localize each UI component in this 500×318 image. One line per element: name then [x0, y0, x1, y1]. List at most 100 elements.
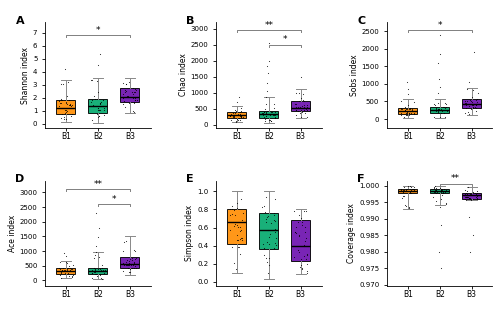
Point: [461, 191, 469, 196]
Point: [432, 106, 440, 111]
Point: [410, 112, 418, 117]
Point: [232, 108, 240, 114]
Point: [95, 255, 103, 260]
Point: [438, 108, 446, 114]
Point: [464, 185, 472, 190]
Point: [94, 63, 102, 68]
Point: [96, 101, 104, 107]
Point: [262, 114, 270, 119]
Point: [462, 101, 470, 106]
Point: [267, 220, 275, 225]
Point: [437, 187, 445, 192]
Point: [268, 109, 276, 114]
Point: [438, 190, 446, 195]
Point: [258, 110, 266, 115]
Point: [232, 119, 239, 124]
Point: [128, 90, 136, 95]
Point: [68, 266, 76, 272]
Point: [472, 102, 480, 107]
Point: [238, 228, 246, 233]
Point: [61, 271, 69, 276]
Point: [98, 263, 106, 268]
Point: [100, 269, 108, 274]
Point: [90, 102, 98, 107]
Point: [130, 85, 138, 90]
Point: [434, 100, 442, 105]
Text: A: A: [16, 16, 24, 26]
Point: [429, 194, 437, 199]
Point: [98, 276, 106, 281]
Point: [467, 98, 475, 103]
Point: [462, 194, 470, 199]
Point: [60, 67, 68, 72]
Point: [56, 101, 64, 106]
Point: [127, 263, 135, 268]
Point: [296, 233, 304, 238]
Point: [100, 271, 108, 276]
Point: [464, 191, 471, 196]
Point: [473, 99, 481, 104]
Point: [57, 116, 65, 121]
Point: [66, 101, 74, 106]
Point: [466, 249, 474, 254]
Point: [462, 190, 470, 196]
Point: [404, 204, 412, 210]
Point: [465, 195, 473, 200]
Point: [120, 239, 128, 244]
Point: [60, 268, 68, 273]
Point: [129, 263, 137, 268]
Point: [124, 260, 132, 265]
Point: [270, 246, 278, 251]
Point: [406, 190, 414, 195]
Point: [264, 240, 272, 245]
Point: [262, 216, 270, 221]
Point: [60, 266, 68, 271]
Point: [440, 110, 448, 115]
Point: [126, 257, 134, 262]
Point: [298, 110, 306, 115]
Point: [60, 116, 68, 121]
Point: [236, 113, 244, 118]
Point: [230, 112, 238, 117]
Point: [465, 111, 473, 116]
Point: [439, 189, 447, 194]
Point: [294, 219, 302, 225]
Point: [236, 117, 244, 122]
Point: [270, 114, 278, 119]
Point: [438, 188, 446, 193]
Point: [396, 187, 404, 192]
Point: [303, 261, 311, 266]
Point: [292, 225, 300, 230]
Point: [234, 244, 242, 249]
Point: [464, 196, 472, 201]
Point: [93, 97, 101, 102]
Point: [302, 106, 310, 111]
Point: [473, 197, 481, 202]
Point: [438, 192, 446, 197]
Point: [301, 238, 309, 243]
Point: [264, 64, 272, 69]
Point: [62, 107, 70, 112]
Point: [432, 188, 440, 193]
Point: [234, 115, 242, 121]
Point: [132, 255, 140, 260]
Point: [473, 188, 481, 193]
Point: [94, 234, 102, 239]
Point: [129, 91, 137, 96]
Point: [119, 249, 127, 254]
Point: [232, 119, 239, 124]
PathPatch shape: [56, 267, 76, 274]
Point: [470, 50, 478, 55]
PathPatch shape: [430, 189, 450, 193]
Point: [232, 201, 240, 206]
Point: [132, 87, 140, 93]
Point: [260, 117, 268, 122]
Point: [92, 274, 100, 279]
Point: [471, 191, 479, 196]
Point: [99, 103, 107, 108]
Point: [468, 103, 476, 108]
Point: [65, 268, 73, 273]
Point: [396, 110, 404, 115]
Point: [63, 267, 71, 273]
Point: [94, 79, 102, 84]
